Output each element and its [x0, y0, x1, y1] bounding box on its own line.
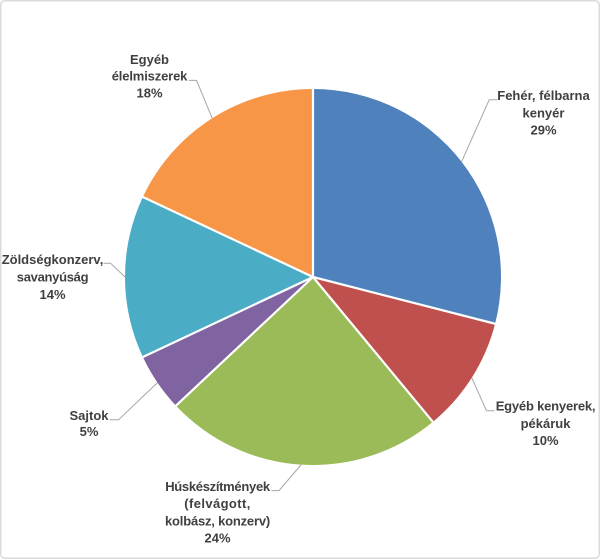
- svg-text:kolbász, konzerv): kolbász, konzerv): [165, 513, 270, 528]
- svg-text:Egyéb kenyerek,: Egyéb kenyerek,: [496, 399, 596, 414]
- svg-text:24%: 24%: [204, 531, 230, 546]
- svg-text:18%: 18%: [136, 86, 162, 101]
- svg-text:élelmiszerek: élelmiszerek: [112, 69, 188, 84]
- svg-text:Zöldségkonzerv,: Zöldségkonzerv,: [2, 252, 104, 267]
- svg-text:14%: 14%: [39, 287, 65, 302]
- svg-text:Sajtok: Sajtok: [69, 408, 109, 423]
- svg-text:Húskészítmények: Húskészítmények: [165, 479, 271, 494]
- svg-text:29%: 29%: [530, 123, 556, 138]
- svg-text:pékáruk: pékáruk: [521, 416, 572, 431]
- svg-text:10%: 10%: [532, 433, 558, 448]
- svg-text:Egyéb: Egyéb: [130, 52, 169, 67]
- svg-text:5%: 5%: [80, 424, 99, 439]
- svg-text:savanyúság: savanyúság: [17, 270, 89, 285]
- svg-text:kenyér: kenyér: [523, 105, 565, 120]
- svg-text:(felvágott,: (felvágott,: [184, 496, 251, 511]
- svg-text:Fehér, félbarna: Fehér, félbarna: [497, 88, 590, 103]
